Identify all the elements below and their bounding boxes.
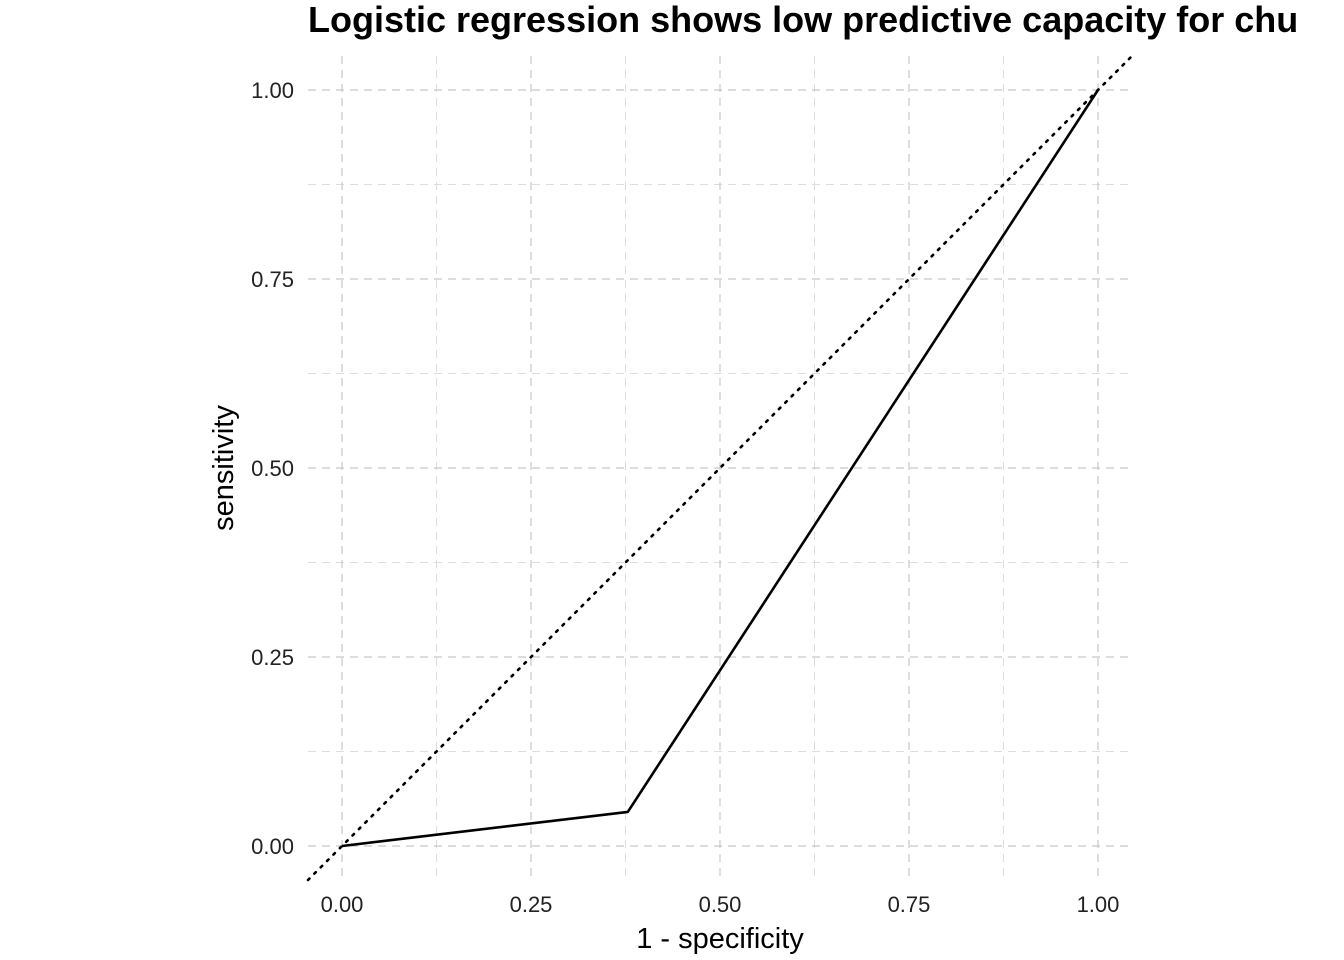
x-tick-label: 0.00 [321,892,364,917]
minor-grid [308,56,1132,880]
x-tick-labels: 0.00 0.25 0.50 0.75 1.00 [321,892,1120,917]
reference-diagonal-line [306,54,1134,882]
y-tick-label: 0.00 [251,834,294,859]
y-tick-label: 0.50 [251,456,294,481]
y-tick-label: 1.00 [251,78,294,103]
roc-curve-line [341,89,1100,848]
x-tick-label: 1.00 [1077,892,1120,917]
x-axis-title: 1 - specificity [636,923,804,955]
y-tick-labels: 0.00 0.25 0.50 0.75 1.00 [251,78,294,859]
y-tick-label: 0.75 [251,267,294,292]
chart-title: Logistic regression shows low predictive… [308,0,1298,40]
x-tick-label: 0.75 [888,892,931,917]
x-tick-label: 0.50 [699,892,742,917]
series-layer [306,54,1134,882]
x-tick-label: 0.25 [510,892,553,917]
y-tick-label: 0.25 [251,645,294,670]
major-grid [308,56,1132,880]
y-axis-title: sensitivity [208,405,240,531]
